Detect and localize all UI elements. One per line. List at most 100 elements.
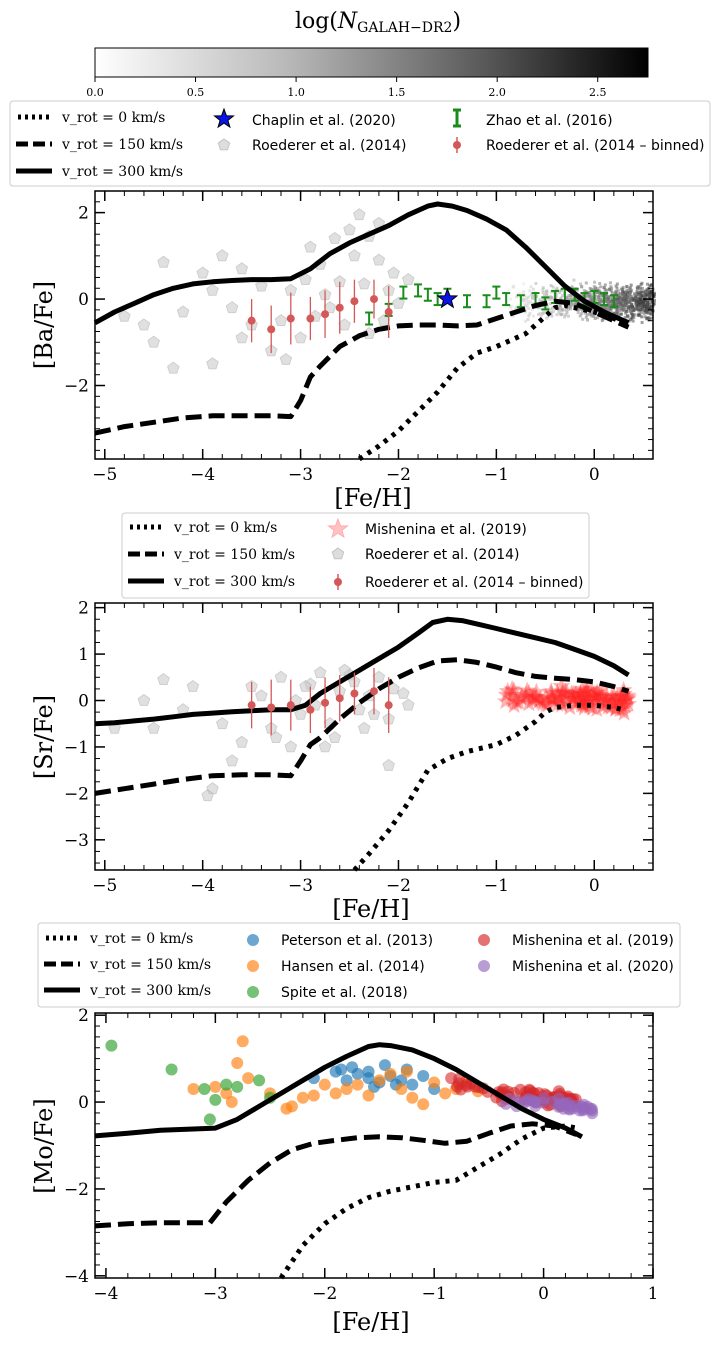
sr-binned-point [286, 701, 295, 710]
ba-galah-bin [524, 319, 527, 323]
ba-galah-bin [532, 314, 535, 318]
ba-galah-bin [541, 286, 545, 290]
ba-galah-bin [628, 286, 632, 290]
ba-roederer-point [118, 309, 131, 322]
legend-sr-pentagon-icon [331, 547, 345, 560]
ba-galah-bin [632, 313, 636, 317]
ba-ytick-label: −2 [64, 377, 89, 397]
ba-galah-bin [525, 296, 529, 300]
ba-galah-bin [625, 289, 629, 293]
sr-mishenina-star [614, 684, 634, 702]
sr-mishenina-star [578, 682, 598, 701]
sr-roederer-point [157, 672, 170, 685]
ba-galah-bin [646, 282, 649, 286]
sr-mishenina-star [587, 687, 606, 705]
sr-mishenina-star [497, 685, 516, 703]
ba-line-dashed [94, 298, 630, 436]
ba-galah-bin [555, 313, 559, 317]
ba-galah-bin [549, 284, 553, 288]
sr-mishenina-star [566, 684, 586, 703]
legend-mo-peterson-icon [247, 934, 259, 946]
ba-galah-bin [647, 318, 651, 322]
sr-roederer-point [225, 754, 239, 767]
ba-galah-bin [569, 307, 573, 311]
legend-ba-binned-label: Roederer et al. (2014 – binned) [486, 138, 704, 154]
mo-xtick-label: −2 [312, 1284, 337, 1304]
ba-galah-bin [511, 285, 515, 289]
ba-galah-bin [613, 297, 617, 301]
ba-galah-bin [528, 301, 532, 304]
ba-galah-bin [592, 285, 596, 288]
sr-xtick-label: −1 [484, 876, 509, 896]
ba-galah-bin [607, 295, 611, 299]
colorbar-tick-label: 1.0 [287, 86, 305, 99]
ba-galah-bin [554, 288, 558, 292]
sr-mishenina-star [586, 686, 605, 704]
colorbar-tick-label: 0.0 [86, 86, 104, 99]
mo-spite-point [253, 1074, 266, 1087]
sr-marks [94, 616, 638, 872]
sr-xtick-label: −2 [386, 876, 411, 896]
legend-sr-solid-label: v_rot = 300 km/s [173, 574, 295, 590]
ba-galah-bin [584, 315, 588, 319]
ba-roederer-point [147, 335, 160, 348]
sr-mishenina-star [536, 687, 556, 705]
ba-galah-bin [638, 287, 642, 291]
sr-ticks: −5 −4 −3 −2 −1 0 −3 −2 −1 0 1 2 [64, 599, 654, 896]
sr-ytick-label: −2 [64, 784, 89, 804]
ba-galah-bin [522, 282, 526, 286]
ba-galah-bin [602, 286, 606, 289]
sr-roederer-point [216, 717, 229, 730]
sr-mishenina-star [532, 692, 552, 710]
sr-mishenina-star [557, 683, 577, 701]
sr-mishenina-star [612, 688, 632, 707]
mo-hansen-point [209, 1080, 222, 1093]
ba-axes-frame [94, 190, 654, 460]
ba-roederer-point [353, 208, 366, 221]
ba-galah-bin [635, 290, 639, 293]
sr-xtick-label: −4 [190, 876, 215, 896]
ba-galah-bin [615, 308, 619, 312]
ba-galah-bin [631, 319, 635, 323]
ba-galah-bin [625, 314, 629, 318]
mo-xtick-label: −1 [422, 1284, 447, 1304]
ba-galah-bin [603, 288, 607, 292]
ba-galah-bin [633, 294, 637, 298]
legend-sr-roederer-label: Roederer et al. (2014) [365, 547, 520, 563]
ba-line-solid [93, 201, 630, 326]
legend-ba-chaplin-label: Chaplin et al. (2020) [252, 113, 396, 129]
mo-line-dotted [278, 1123, 577, 1280]
sr-roederer-point [294, 707, 307, 720]
ba-galah-bin [634, 301, 637, 305]
colorbar: log(NGALAH−DR2) 0.0 0.5 1.0 1.5 2.0 2.5 [86, 9, 649, 99]
ba-galah-bin [630, 311, 633, 315]
ba-galah-bin [601, 317, 605, 321]
sr-ytick-label: 1 [78, 645, 89, 665]
sr-mishenina-star [548, 682, 567, 701]
ba-roederer-point [157, 255, 170, 268]
ba-roederer-point [235, 262, 249, 275]
mo-ytick-label: 0 [78, 1093, 89, 1113]
sr-mishenina-star [511, 688, 531, 707]
sr-mishenina-star [602, 686, 622, 705]
legend-sr: v_rot = 0 km/s v_rot = 150 km/s v_rot = … [121, 512, 590, 599]
ba-galah-bin [652, 302, 656, 306]
sr-roederer-point [382, 758, 395, 771]
sr-mishenina-star [542, 683, 561, 702]
ba-galah-bin [575, 288, 579, 292]
ba-galah-bin [549, 307, 553, 311]
ba-galah-bin [623, 303, 627, 307]
sr-mishenina-star [516, 685, 536, 703]
mo-hansen-point [439, 1087, 452, 1100]
sr-mishenina-star [498, 681, 517, 700]
ba-galah-bin [621, 300, 625, 304]
ba-galah-bin [545, 292, 549, 296]
ba-roederer-point [206, 283, 219, 296]
ba-galah-bin [570, 293, 574, 297]
mo-ticks: −4 −3 −2 −1 0 1 −4 −2 0 2 [64, 1006, 658, 1304]
ba-galah-bin [640, 286, 644, 290]
sr-mishenina-star [533, 693, 553, 712]
legend-mo-dashed-label: v_rot = 150 km/s [89, 957, 211, 973]
sr-mishenina-star [575, 695, 595, 714]
ba-galah-bin [623, 315, 627, 319]
